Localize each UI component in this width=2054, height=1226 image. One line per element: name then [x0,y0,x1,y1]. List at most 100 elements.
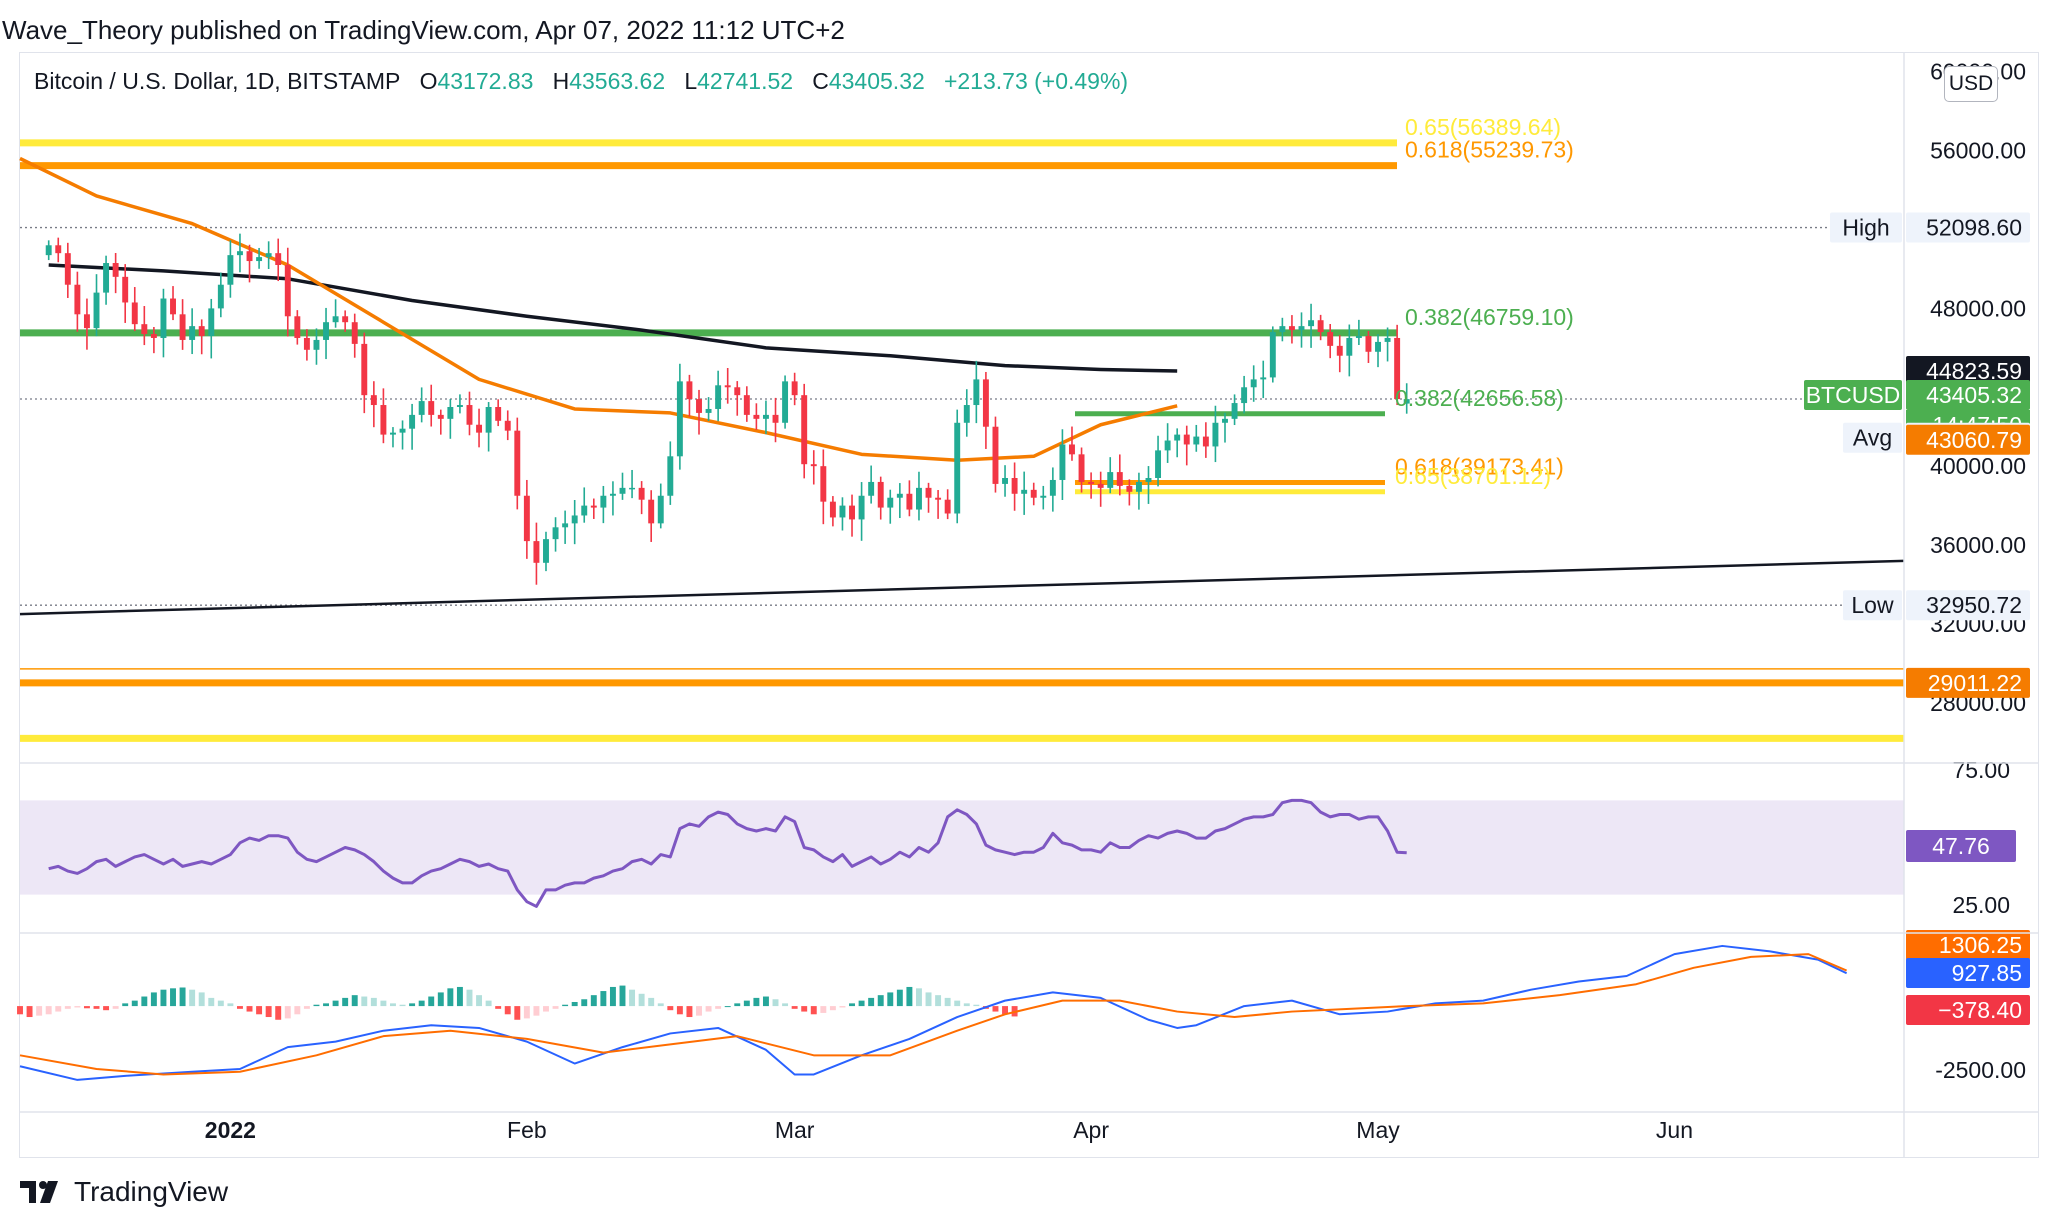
candle[interactable] [657,483,664,529]
candle[interactable] [1078,447,1085,493]
candlesticks[interactable] [45,233,1410,585]
candle[interactable] [1365,330,1372,363]
candle[interactable] [935,490,942,519]
candle[interactable] [179,299,186,350]
candle[interactable] [1107,457,1114,494]
candle[interactable] [896,483,903,519]
candle[interactable] [973,360,980,424]
candle[interactable] [284,247,291,337]
candle[interactable] [189,308,196,355]
candle[interactable] [581,487,588,523]
candle[interactable] [724,368,731,404]
candle[interactable] [1231,394,1238,426]
candle[interactable] [332,299,339,328]
candle[interactable] [409,403,416,450]
candle[interactable] [523,479,530,559]
time-axis[interactable]: 2022 Feb Mar Apr May Jun [205,1117,1693,1143]
candle[interactable] [1327,324,1334,359]
candle[interactable] [208,298,215,359]
candle[interactable] [1336,335,1343,373]
tradingview-logo[interactable]: TradingView [20,1172,228,1212]
candle[interactable] [839,497,846,531]
candle[interactable] [1279,317,1286,342]
candle[interactable] [1241,375,1248,414]
candle[interactable] [829,496,836,527]
candle[interactable] [495,399,502,427]
candle[interactable] [227,240,234,298]
rsi-pane[interactable]: 75.00 25.00 47.76 [20,757,2016,918]
candle[interactable] [103,255,110,305]
candle[interactable] [93,274,100,337]
candle[interactable] [428,384,435,427]
candle[interactable] [1049,467,1056,512]
candle[interactable] [217,272,224,318]
candle[interactable] [571,499,578,545]
candle[interactable] [1135,472,1142,510]
candle[interactable] [1317,314,1324,341]
candle[interactable] [303,329,310,361]
candle[interactable] [705,397,712,421]
candle[interactable] [45,240,52,261]
candle[interactable] [399,420,406,450]
candle[interactable] [868,465,875,504]
candle[interactable] [915,471,922,521]
candle[interactable] [170,286,176,321]
candle[interactable] [1126,479,1133,506]
candle[interactable] [619,472,626,500]
candle[interactable] [342,310,349,332]
candle[interactable] [1145,466,1152,504]
candle[interactable] [849,494,855,537]
candle[interactable] [743,386,750,422]
candle[interactable] [1269,326,1276,383]
candle[interactable] [1011,462,1018,511]
candle[interactable] [762,400,769,435]
candle[interactable] [83,298,90,350]
candle[interactable] [370,381,377,428]
candle[interactable] [1222,412,1228,443]
candle[interactable] [963,389,970,437]
candle[interactable] [1040,485,1047,510]
candle[interactable] [1394,324,1401,406]
candle[interactable] [1288,315,1295,344]
candle[interactable] [753,403,760,430]
candle[interactable] [1021,471,1028,515]
candle[interactable] [64,242,71,298]
candle[interactable] [447,399,454,439]
candle[interactable] [1384,327,1391,362]
candle[interactable] [323,307,329,360]
candle[interactable] [696,389,702,435]
candle[interactable] [858,482,865,541]
candle[interactable] [782,375,789,429]
candle[interactable] [791,372,798,406]
candle[interactable] [906,480,913,517]
candle[interactable] [1403,383,1410,414]
candle[interactable] [1193,424,1200,452]
candle[interactable] [1069,426,1075,461]
candle[interactable] [1088,472,1095,499]
candle[interactable] [533,522,540,585]
candle[interactable] [236,233,243,273]
candle[interactable] [476,408,483,448]
candle[interactable] [485,402,492,452]
candle[interactable] [390,427,396,448]
candle[interactable] [676,363,683,470]
candle[interactable] [1155,435,1162,487]
candle[interactable] [246,244,253,283]
candle[interactable] [820,449,827,525]
candle[interactable] [609,481,616,516]
candle[interactable] [1097,471,1104,507]
candle[interactable] [552,517,559,552]
candle[interactable] [1346,324,1353,377]
candle[interactable] [504,410,511,441]
candle[interactable] [514,417,521,510]
candle[interactable] [112,252,119,294]
candle[interactable] [294,310,301,345]
candle[interactable] [1355,319,1362,346]
candle[interactable] [1183,425,1190,466]
candle[interactable] [466,391,473,436]
candle[interactable] [74,271,81,332]
candle[interactable] [256,247,263,269]
candle[interactable] [1164,423,1171,463]
